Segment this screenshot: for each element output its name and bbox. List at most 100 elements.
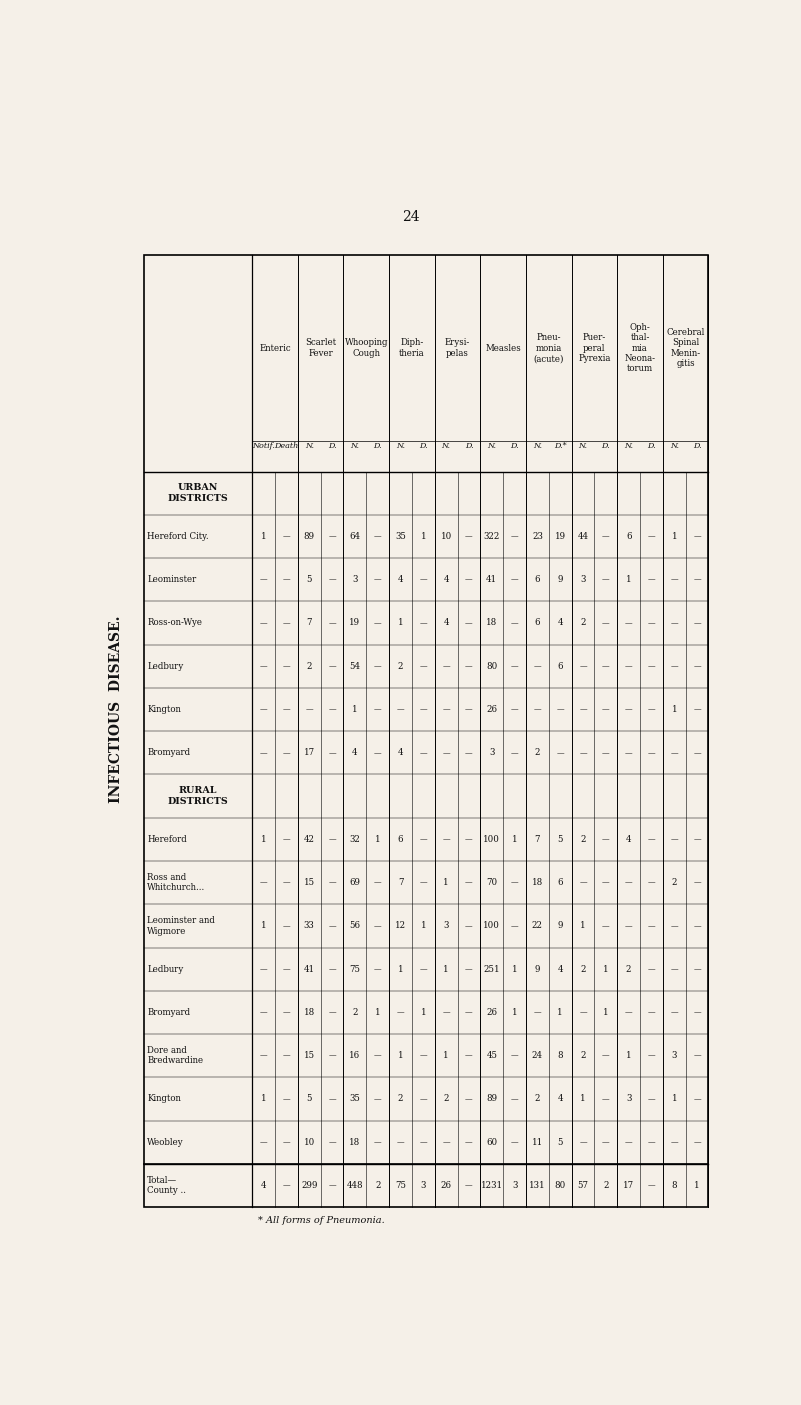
Text: —: — (625, 705, 633, 714)
Text: 1: 1 (626, 1051, 631, 1061)
Text: —: — (533, 662, 541, 670)
Text: —: — (693, 705, 701, 714)
Text: —: — (283, 705, 290, 714)
Text: 41: 41 (486, 575, 497, 584)
Text: —: — (283, 749, 290, 757)
Text: 89: 89 (486, 1094, 497, 1103)
Text: 1: 1 (397, 1051, 404, 1061)
Text: —: — (579, 705, 587, 714)
Text: —: — (579, 749, 587, 757)
Text: —: — (693, 620, 701, 627)
Text: —: — (693, 836, 701, 843)
Text: 1: 1 (421, 532, 426, 541)
Text: —: — (328, 1182, 336, 1190)
Text: —: — (693, 922, 701, 930)
Text: —: — (648, 576, 655, 583)
Text: —: — (693, 1094, 701, 1103)
Text: —: — (283, 1182, 290, 1190)
Text: Whooping
Cough: Whooping Cough (344, 339, 388, 358)
Text: Erysi-
pelas: Erysi- pelas (445, 339, 470, 358)
Text: —: — (442, 836, 450, 843)
Text: —: — (260, 1009, 268, 1016)
Text: 6: 6 (534, 618, 540, 628)
Text: —: — (374, 532, 381, 541)
Text: —: — (648, 662, 655, 670)
Text: —: — (465, 965, 473, 974)
Text: —: — (260, 620, 268, 627)
Text: 2: 2 (603, 1182, 609, 1190)
Text: —: — (511, 532, 518, 541)
Text: —: — (602, 662, 610, 670)
Text: 7: 7 (398, 878, 403, 887)
Text: —: — (283, 1138, 290, 1146)
Text: 1: 1 (626, 575, 631, 584)
Text: 1: 1 (443, 1051, 449, 1061)
Text: 1: 1 (603, 965, 609, 974)
Text: 2: 2 (307, 662, 312, 670)
Text: 1: 1 (375, 835, 380, 844)
Text: 32: 32 (349, 835, 360, 844)
Text: 5: 5 (307, 1094, 312, 1103)
Text: —: — (374, 662, 381, 670)
Text: —: — (260, 965, 268, 974)
Text: —: — (511, 922, 518, 930)
Text: 2: 2 (375, 1182, 380, 1190)
Text: 4: 4 (557, 618, 563, 628)
Text: —: — (511, 662, 518, 670)
Text: N.: N. (441, 443, 451, 451)
Text: —: — (374, 620, 381, 627)
Text: 33: 33 (304, 922, 315, 930)
Text: 4: 4 (398, 749, 403, 757)
Text: 4: 4 (398, 575, 403, 584)
Text: —: — (374, 878, 381, 887)
Text: —: — (693, 576, 701, 583)
Text: —: — (328, 922, 336, 930)
Text: —: — (465, 922, 473, 930)
Text: —: — (511, 1138, 518, 1146)
Text: D.: D. (647, 443, 656, 451)
Text: —: — (420, 1052, 427, 1059)
Text: —: — (328, 1052, 336, 1059)
Text: 6: 6 (557, 878, 563, 887)
Text: —: — (602, 705, 610, 714)
Text: —: — (511, 576, 518, 583)
Text: —: — (328, 749, 336, 757)
Text: 1: 1 (375, 1007, 380, 1017)
Text: RURAL
DISTRICTS: RURAL DISTRICTS (167, 787, 228, 806)
Text: —: — (579, 878, 587, 887)
Text: —: — (693, 1138, 701, 1146)
Text: 35: 35 (349, 1094, 360, 1103)
Text: 5: 5 (307, 575, 312, 584)
Text: —: — (465, 662, 473, 670)
Text: —: — (670, 922, 678, 930)
Text: 448: 448 (347, 1182, 363, 1190)
Text: 18: 18 (532, 878, 543, 887)
Text: Dore and
Bredwardine: Dore and Bredwardine (147, 1045, 203, 1065)
Text: —: — (693, 662, 701, 670)
Text: 69: 69 (349, 878, 360, 887)
Bar (143, 256, 708, 1207)
Text: —: — (648, 705, 655, 714)
Text: 2: 2 (534, 749, 540, 757)
Text: —: — (625, 662, 633, 670)
Text: Hereford City.: Hereford City. (147, 532, 209, 541)
Text: 1: 1 (671, 1094, 677, 1103)
Text: —: — (260, 662, 268, 670)
Text: 54: 54 (349, 662, 360, 670)
Text: —: — (511, 1094, 518, 1103)
Text: —: — (511, 749, 518, 757)
Text: 22: 22 (532, 922, 543, 930)
Text: —: — (625, 922, 633, 930)
Text: —: — (374, 1094, 381, 1103)
Text: —: — (465, 878, 473, 887)
Text: Puer-
peral
Pyrexia: Puer- peral Pyrexia (578, 333, 610, 362)
Text: 299: 299 (301, 1182, 317, 1190)
Text: —: — (625, 620, 633, 627)
Text: —: — (579, 1138, 587, 1146)
Text: 8: 8 (671, 1182, 677, 1190)
Text: Pneu-
monia
(acute): Pneu- monia (acute) (533, 333, 564, 362)
Text: 3: 3 (626, 1094, 631, 1103)
Text: 1: 1 (397, 618, 404, 628)
Text: N.: N. (487, 443, 497, 451)
Text: 3: 3 (489, 749, 494, 757)
